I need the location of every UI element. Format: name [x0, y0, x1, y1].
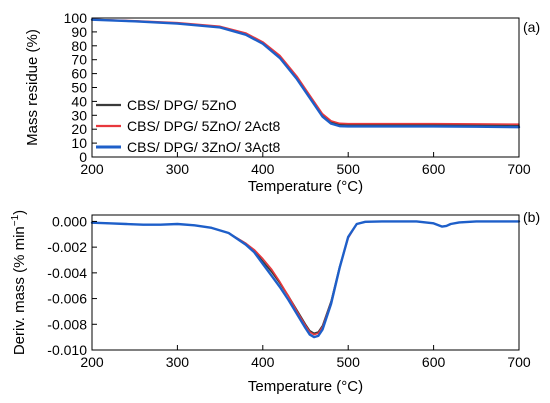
- panel-a-label: (a): [523, 19, 540, 35]
- panel-a-x-axis-title: Temperature (°C): [248, 178, 363, 195]
- panel-b-series-line-3: [90, 220, 521, 339]
- panel-b-x-tick-label: 200: [80, 354, 104, 370]
- panel-a-y-tick-label: 60: [71, 66, 87, 82]
- panel-a-y-tick-label: 100: [64, 10, 88, 26]
- panel-a-x-tick-label: 500: [337, 161, 361, 177]
- panel-b-y-axis-title: Deriv. mass (% min−1): [10, 210, 28, 355]
- panel-a-series-group: [90, 18, 521, 129]
- panel-a-y-tick-label: 10: [71, 135, 87, 151]
- panel-b-y-tick-label: 0.000: [52, 213, 87, 229]
- panel-b-y-tick-label: -0.006: [47, 291, 87, 307]
- panel-b-x-tick-label: 300: [166, 354, 190, 370]
- panel-b-y-axis-title-main: Deriv. mass (% min: [11, 226, 28, 355]
- panel-a-y-tick-label: 40: [71, 93, 87, 109]
- panel-b-y-tick-label: -0.008: [47, 316, 87, 332]
- panel-b-x-axis-title: Temperature (°C): [248, 378, 363, 395]
- panel-b-x-tick-label: 700: [507, 354, 531, 370]
- panel-a-x-tick-label: 400: [251, 161, 275, 177]
- panel-a-y-axis-title: Mass residue (%): [24, 29, 41, 146]
- panel-b-x-tick-label: 600: [422, 354, 446, 370]
- panel-b-derivative-mass: 200 300 400 500 600 700 0.000 -0.002 -0.004 -0.00…: [10, 209, 540, 395]
- panel-a-legend-label-1: CBS/ DPG/ 5ZnO: [127, 97, 237, 113]
- panel-b-x-tick-label: 500: [337, 354, 361, 370]
- panel-b-series-group: [90, 220, 521, 339]
- panel-b-y-tick-label: -0.010: [47, 342, 87, 358]
- panel-b-ticks: 200 300 400 500 600 700 0.000 -0.002 -0.004 -0.00…: [47, 213, 531, 370]
- panel-b-y-tick-label: -0.002: [47, 239, 87, 255]
- panel-a-x-tick-label: 700: [507, 161, 531, 177]
- panel-b-label: (b): [523, 209, 540, 225]
- panel-a-x-tick-label: 200: [80, 161, 104, 177]
- panel-a-legend-label-3: CBS/ DPG/ 3ZnO/ 3Act8: [127, 139, 280, 155]
- panel-a-legend-label-2: CBS/ DPG/ 5ZnO/ 2Act8: [127, 118, 280, 134]
- panel-a-y-tick-label: 80: [71, 38, 87, 54]
- panel-a-mass-residue: 200 300 400 500 600 700 0102030405060708090100…: [24, 10, 540, 195]
- panel-b-y-axis-title-end: ): [11, 210, 28, 215]
- panel-a-y-tick-label: 50: [71, 80, 87, 96]
- panel-a-y-tick-label: 20: [71, 121, 87, 137]
- panel-b-y-axis-title-superscript: −1: [10, 214, 21, 226]
- panel-a-x-tick-label: 300: [166, 161, 190, 177]
- panel-a-legend: CBS/ DPG/ 5ZnO CBS/ DPG/ 5ZnO/ 2Act8 CBS/ …: [96, 97, 280, 155]
- panel-a-series-line-3: [90, 18, 521, 129]
- panel-a-x-tick-label: 600: [422, 161, 446, 177]
- panel-b-y-tick-label: -0.004: [47, 265, 87, 281]
- panel-a-y-tick-label: 0: [79, 149, 87, 165]
- panel-a-y-tick-label: 30: [71, 107, 87, 123]
- panel-b-frame: [91, 214, 520, 351]
- panel-b-x-tick-label: 400: [251, 354, 275, 370]
- panel-a-y-tick-label: 70: [71, 52, 87, 68]
- panel-a-y-tick-label: 90: [71, 24, 87, 40]
